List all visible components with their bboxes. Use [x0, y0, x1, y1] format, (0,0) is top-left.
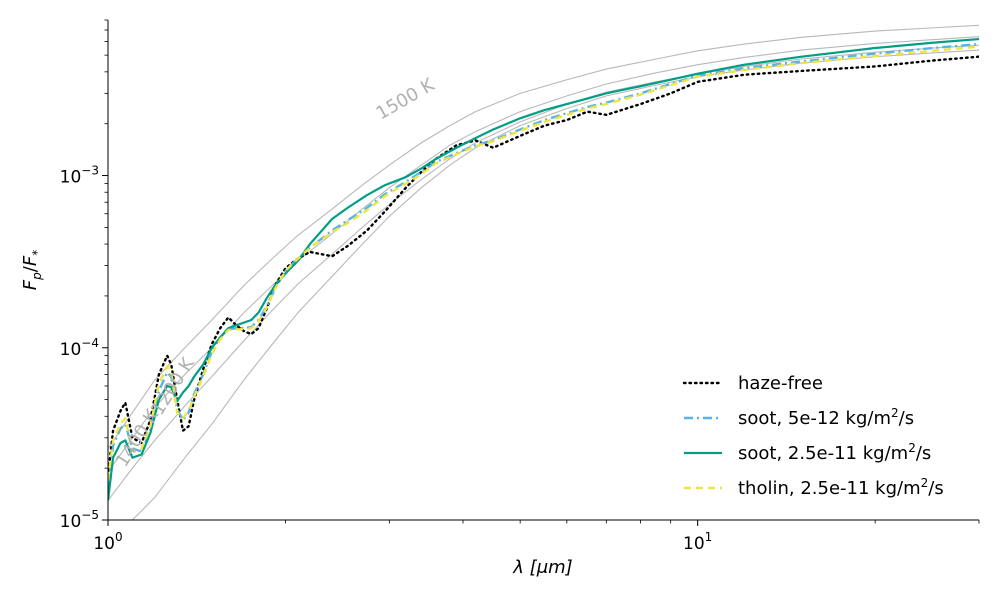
reference-curve-1: [132, 49, 979, 520]
series-line-2: [108, 42, 979, 490]
y-tick-label-2: 10−4: [60, 336, 99, 360]
series-line-3: [108, 37, 979, 501]
x-axis-label: λ [μm]: [512, 557, 572, 578]
ticks: 100 101 10−5 10−4 10−3: [60, 19, 980, 554]
y-tick-label-1: 10−5: [60, 508, 99, 532]
legend-label-4: tholin, 2.5e-11 kg/m2/s: [738, 476, 944, 499]
reference-curve-3: [108, 36, 979, 473]
reference-curve-2: [108, 44, 979, 501]
x-tick-label-2: 101: [683, 530, 712, 554]
axes: [107, 20, 979, 521]
data-series: [108, 37, 979, 501]
legend-label-1: haze-free: [738, 373, 823, 394]
reference-curve-4: [108, 24, 979, 449]
reference-curves: [108, 24, 979, 520]
y-axis-label: Fp/F*: [20, 250, 44, 290]
y-tick-label-3: 10−3: [60, 164, 99, 188]
x-tick-label-1: 100: [93, 530, 122, 554]
legend-label-2: soot, 5e-12 kg/m2/s: [738, 406, 914, 429]
legend: haze-free soot, 5e-12 kg/m2/s soot, 2.5e-1…: [682, 373, 944, 499]
legend-label-3: soot, 2.5e-11 kg/m2/s: [738, 441, 931, 464]
series-line-4: [108, 45, 979, 481]
